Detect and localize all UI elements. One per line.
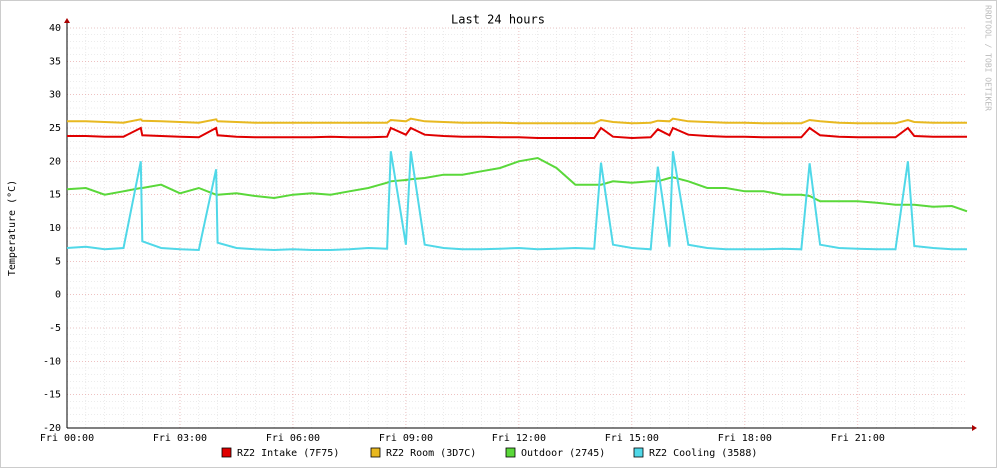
legend-swatch: [505, 447, 516, 458]
y-tick-label: 35: [49, 56, 61, 67]
legend-label: RZ2 Cooling (3588): [649, 448, 757, 459]
y-tick-label: -10: [43, 356, 61, 367]
x-tick-label: Fri 21:00: [831, 433, 885, 444]
y-tick-label: -5: [49, 323, 61, 334]
y-axis-label: Temperature (°C): [7, 180, 18, 276]
y-tick-label: -15: [43, 390, 61, 401]
legend-swatch: [633, 447, 644, 458]
series-line: [66, 151, 967, 252]
axis-arrow: [64, 18, 70, 23]
y-tick-label: 0: [55, 290, 61, 301]
legend-label: RZ2 Room (3D7C): [386, 448, 476, 459]
y-tick-label: 5: [55, 256, 61, 267]
y-tick-label: 30: [49, 90, 61, 101]
y-tick-label: 10: [49, 223, 61, 234]
legend-swatch: [221, 447, 232, 458]
series-line: [67, 126, 967, 140]
x-tick-label: Fri 18:00: [718, 433, 772, 444]
x-tick-label: Fri 06:00: [266, 433, 320, 444]
series-line: [67, 117, 967, 125]
x-tick-label: Fri 12:00: [492, 433, 546, 444]
legend-label: Outdoor (2745): [521, 448, 605, 459]
y-tick-label: 20: [49, 156, 61, 167]
x-tick-label: Fri 00:00: [40, 433, 94, 444]
chart-title: Last 24 hours: [451, 13, 545, 27]
x-tick-label: Fri 03:00: [153, 433, 207, 444]
y-tick-label: -20: [43, 423, 61, 434]
y-tick-label: 25: [49, 123, 61, 134]
y-tick-label: 15: [49, 190, 61, 201]
y-tick-label: 40: [49, 23, 61, 34]
legend-label: RZ2 Intake (7F75): [237, 448, 339, 459]
axis-arrow: [972, 425, 977, 431]
x-tick-label: Fri 15:00: [605, 433, 659, 444]
x-tick-label: Fri 09:00: [379, 433, 433, 444]
watermark: RRDTOOL / TOBI OETIKER: [984, 5, 993, 111]
legend-swatch: [370, 447, 381, 458]
